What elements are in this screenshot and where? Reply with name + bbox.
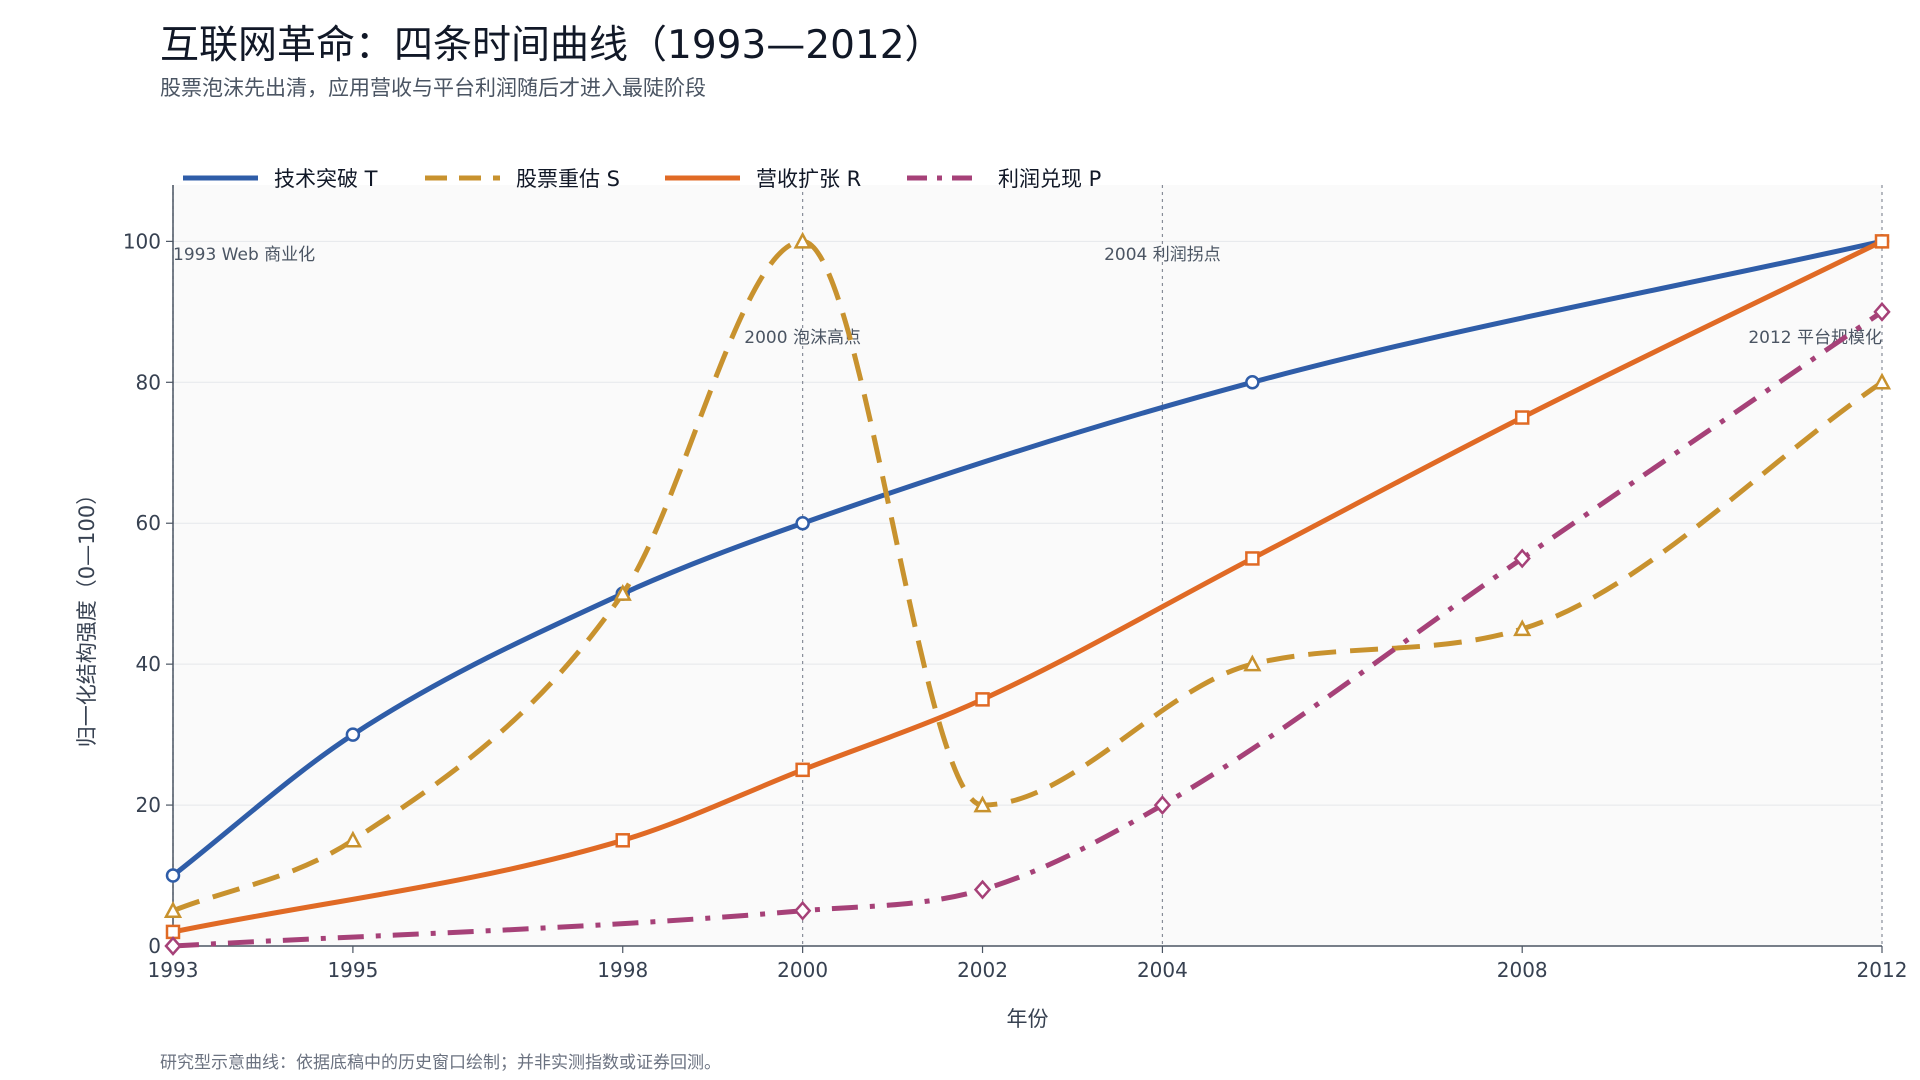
- data-point: [975, 692, 990, 707]
- event-label: 1993 Web 商业化: [173, 245, 315, 265]
- y-tick-label: 40: [136, 652, 161, 676]
- data-point: [1245, 551, 1260, 566]
- data-point: [1513, 619, 1532, 637]
- legend-label: 技术突破 T: [274, 167, 378, 191]
- x-tick-label: 2008: [1497, 958, 1548, 982]
- data-point: [164, 936, 182, 956]
- series-line: [172, 239, 1884, 935]
- data-point: [1243, 654, 1262, 672]
- data-point: [1245, 375, 1260, 390]
- data-point: [1514, 410, 1530, 425]
- data-point: [793, 231, 812, 249]
- plot-area: [173, 185, 1882, 946]
- legend: 技术突破 T 股票重估 S 营收扩张 R 利润兑现 P: [183, 167, 1101, 191]
- data-point: [613, 584, 632, 601]
- series-line: [172, 309, 1884, 949]
- y-tick-label: 100: [123, 229, 161, 253]
- data-point: [1513, 548, 1531, 569]
- data-point: [1873, 301, 1891, 322]
- x-tick-label: 1993: [148, 958, 199, 982]
- x-tick-label: 2000: [777, 958, 828, 982]
- chart-footnote: 研究型示意曲线：依据底稿中的历史窗口绘制；并非实测指数或证券回测。: [160, 1053, 721, 1073]
- y-tick-label: 0: [148, 934, 161, 958]
- series-4: [164, 301, 1891, 956]
- x-tick-label: 1998: [597, 958, 648, 982]
- series-2: [163, 231, 1892, 919]
- x-tick-label: 2002: [957, 958, 1008, 982]
- series-3: [165, 234, 1890, 940]
- data-point: [163, 901, 183, 919]
- data-point: [1874, 234, 1890, 249]
- legend-label: 股票重估 S: [516, 167, 620, 191]
- x-axis-title: 年份: [1007, 1007, 1049, 1031]
- data-point: [165, 868, 181, 883]
- data-point: [345, 727, 361, 742]
- data-point: [795, 515, 810, 531]
- data-point: [343, 830, 362, 848]
- x-tick-label: 1995: [327, 958, 378, 982]
- event-label: 2012 平台规模化: [1748, 328, 1882, 348]
- data-point: [615, 833, 630, 848]
- data-point: [795, 762, 810, 778]
- data-point: [793, 900, 812, 921]
- chart-title: 互联网革命：四条时间曲线（1993—2012）: [160, 23, 944, 68]
- data-point: [1872, 372, 1892, 390]
- chart-subtitle: 股票泡沫先出清，应用营收与平台利润随后才进入最陡阶段: [160, 76, 706, 100]
- data-point: [1153, 795, 1172, 815]
- y-tick-label: 20: [136, 793, 161, 817]
- event-label: 2000 泡沫高点: [744, 328, 861, 348]
- y-tick-label: 80: [136, 370, 161, 394]
- x-tick-label: 2004: [1137, 958, 1188, 982]
- event-label: 2004 利润拐点: [1104, 245, 1221, 265]
- legend-label: 营收扩张 R: [756, 167, 861, 191]
- legend-label: 利润兑现 P: [998, 167, 1101, 191]
- x-tick-label: 2012: [1857, 958, 1908, 982]
- data-point: [973, 879, 992, 900]
- y-axis-title: 归一化结构强度（0—100）: [75, 484, 99, 747]
- y-tick-label: 60: [136, 511, 161, 535]
- data-point: [973, 795, 992, 813]
